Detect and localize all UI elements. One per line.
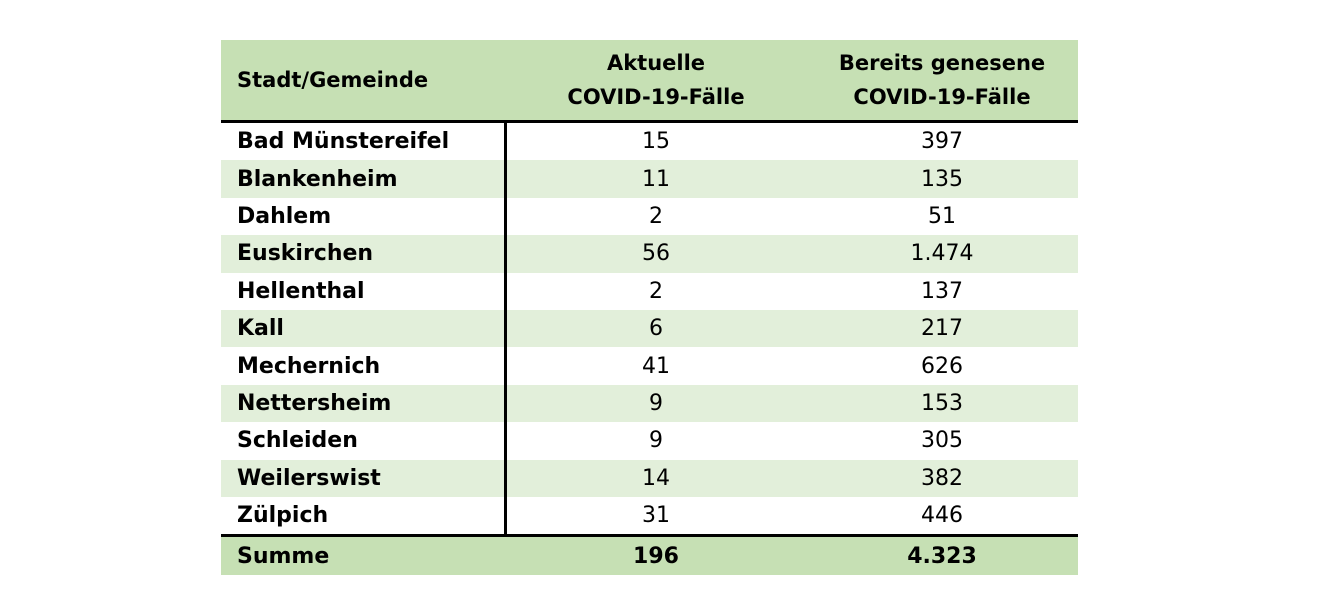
row-current: 15	[642, 129, 670, 155]
header-current-cases: Aktuelle COVID-19-Fälle	[506, 40, 806, 120]
row-current: 41	[642, 353, 670, 379]
row-city: Bad Münstereifel	[237, 129, 450, 155]
row-current: 9	[649, 390, 663, 416]
header-city: Stadt/Gemeinde	[237, 68, 429, 92]
table-row: Blankenheim 11 135	[221, 160, 1078, 198]
table-row: Schleiden 9 305	[221, 422, 1078, 459]
row-recovered: 446	[921, 503, 963, 529]
table-row: Weilerswist 14 382	[221, 459, 1078, 497]
row-current: 14	[642, 465, 670, 491]
table-row: Nettersheim 9 153	[221, 384, 1078, 423]
row-current: 2	[649, 203, 663, 229]
summary-label: Summe	[237, 543, 330, 569]
row-recovered: 153	[921, 390, 963, 416]
summary-recovered: 4.323	[907, 543, 977, 569]
table-header: Stadt/Gemeinde Aktuelle COVID-19-Fälle B…	[221, 40, 1078, 123]
row-city: Blankenheim	[237, 166, 398, 192]
row-current: 9	[649, 428, 663, 454]
header-current-line2: COVID-19-Fälle	[567, 85, 745, 109]
row-current: 11	[642, 166, 670, 192]
row-recovered: 135	[921, 166, 963, 192]
row-city: Kall	[237, 316, 284, 342]
summary-current: 196	[633, 543, 679, 569]
row-city: Weilerswist	[237, 465, 381, 491]
table-row: Kall 6 217	[221, 309, 1078, 348]
row-recovered: 305	[921, 428, 963, 454]
row-recovered: 1.474	[910, 241, 974, 267]
header-recovered-cases: Bereits genesene COVID-19-Fälle	[806, 40, 1078, 120]
summary-row: Summe 196 4.323	[221, 534, 1078, 576]
table-row: Bad Münstereifel 15 397	[221, 123, 1078, 160]
table-row: Mechernich 41 626	[221, 347, 1078, 384]
row-current: 2	[649, 278, 663, 304]
row-current: 6	[649, 316, 663, 342]
row-city: Euskirchen	[237, 241, 374, 267]
table-row: Euskirchen 56 1.474	[221, 235, 1078, 273]
table-row: Zülpich 31 446	[221, 497, 1078, 534]
header-current-line1: Aktuelle	[606, 51, 706, 75]
header-recovered-line1: Bereits genesene	[838, 51, 1046, 75]
row-current: 31	[642, 503, 670, 529]
row-current: 56	[642, 241, 670, 267]
row-city: Mechernich	[237, 353, 381, 379]
row-recovered: 217	[921, 316, 963, 342]
row-recovered: 382	[921, 465, 963, 491]
row-recovered: 397	[921, 129, 963, 155]
covid-table: Stadt/Gemeinde Aktuelle COVID-19-Fälle B…	[221, 40, 1078, 576]
row-recovered: 626	[921, 353, 963, 379]
row-city: Dahlem	[237, 203, 332, 229]
header-recovered-line2: COVID-19-Fälle	[853, 85, 1031, 109]
table-body: Bad Münstereifel 15 397 Blankenheim 11 1…	[221, 123, 1078, 535]
row-recovered: 137	[921, 278, 963, 304]
row-city: Nettersheim	[237, 390, 392, 416]
table-row: Dahlem 2 51	[221, 198, 1078, 235]
table-row: Hellenthal 2 137	[221, 273, 1078, 310]
row-city: Hellenthal	[237, 278, 365, 304]
row-city: Zülpich	[237, 503, 329, 529]
row-recovered: 51	[928, 203, 956, 229]
row-city: Schleiden	[237, 428, 358, 454]
